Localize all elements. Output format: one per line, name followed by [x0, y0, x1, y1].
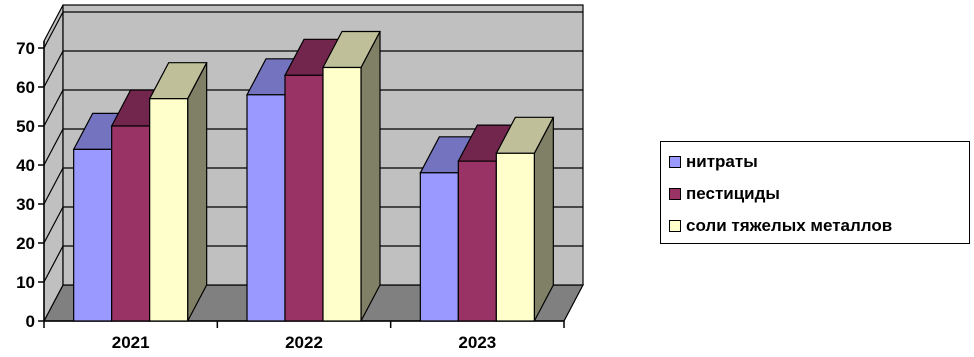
bar-front	[149, 98, 189, 322]
bar-front	[284, 74, 324, 322]
gridline	[43, 11, 64, 49]
bar-front	[495, 152, 535, 322]
legend-item-nitrates: нитраты	[669, 146, 969, 178]
gridline	[43, 206, 64, 244]
bar-front	[322, 66, 362, 322]
y-tick-label: 60	[16, 78, 35, 97]
x-tick-label: 2023	[458, 333, 496, 352]
y-tick-label: 20	[16, 234, 35, 253]
gridline	[43, 89, 64, 127]
y-tick-label: 40	[16, 156, 35, 175]
legend-item-heavy-metal-salts: соли тяжелых металлов	[669, 210, 969, 242]
y-tick-label: 50	[16, 117, 35, 136]
bar	[322, 30, 381, 322]
y-tick-label: 70	[16, 39, 35, 58]
bar	[148, 62, 208, 322]
legend-label: нитраты	[686, 152, 758, 171]
y-tick-label: 0	[26, 312, 35, 331]
legend-label: соли тяжелых металлов	[686, 216, 893, 235]
gridline	[43, 50, 64, 88]
bar	[495, 116, 555, 322]
legend-item-pesticides: пестициды	[669, 178, 969, 210]
x-tick-label: 2021	[112, 333, 150, 352]
y-tick-label: 10	[16, 273, 35, 292]
legend-label: пестициды	[686, 184, 780, 203]
legend: нитраты пестициды соли тяжелых металлов	[660, 141, 970, 244]
bar-front	[419, 172, 459, 322]
bar-front	[73, 148, 113, 322]
bar-front	[246, 94, 286, 322]
legend-swatch-heavy-metal-salts	[669, 220, 681, 232]
gridline	[43, 245, 64, 283]
bar-side	[187, 62, 208, 322]
legend-swatch-pesticides	[669, 188, 681, 200]
bar-front	[111, 125, 151, 322]
legend-swatch-nitrates	[669, 156, 681, 168]
bar-side	[360, 31, 381, 322]
bar-front	[457, 160, 497, 322]
gridline	[43, 128, 64, 166]
gridline	[43, 167, 64, 205]
chart-side-wall	[43, 4, 64, 322]
y-tick-label: 30	[16, 195, 35, 214]
x-tick-label: 2022	[285, 333, 323, 352]
